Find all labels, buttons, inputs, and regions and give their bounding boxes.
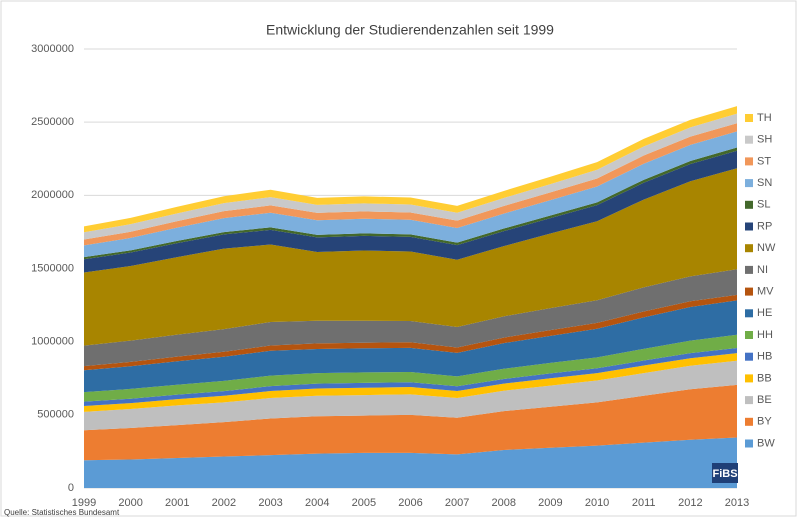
y-tick-label: 2500000 xyxy=(31,116,74,128)
legend-swatch xyxy=(745,179,753,188)
area xyxy=(84,353,737,412)
x-tick-label: 2006 xyxy=(398,497,422,509)
x-tick-label: 2010 xyxy=(585,497,609,509)
area xyxy=(84,147,737,260)
area xyxy=(84,294,737,371)
legend-label: HH xyxy=(757,329,773,341)
legend-label: NI xyxy=(757,264,768,276)
area xyxy=(84,150,737,273)
legend-swatch xyxy=(745,352,753,361)
legend-label: BB xyxy=(757,372,772,384)
legend-swatch xyxy=(745,244,753,253)
legend-label: SH xyxy=(757,134,772,146)
legend-swatch xyxy=(745,396,753,405)
x-tick-label: 2004 xyxy=(305,497,329,509)
legend-swatch xyxy=(745,222,753,231)
logo: FiBS xyxy=(712,468,737,480)
area xyxy=(84,106,737,233)
y-tick-label: 0 xyxy=(68,482,74,494)
legend-swatch xyxy=(745,287,753,296)
y-tick-label: 1500000 xyxy=(31,262,74,274)
area xyxy=(84,269,737,367)
x-tick-label: 2001 xyxy=(165,497,189,509)
legend-label: HE xyxy=(757,307,772,319)
legend-label: BW xyxy=(757,437,775,449)
x-tick-label: 2000 xyxy=(118,497,142,509)
y-tick-label: 2000000 xyxy=(31,189,74,201)
legend-swatch xyxy=(745,331,753,339)
logo-box xyxy=(712,463,738,483)
area xyxy=(84,123,737,246)
legend-swatch xyxy=(745,200,753,209)
area xyxy=(84,384,737,461)
area xyxy=(84,131,737,258)
x-tick-label: 2009 xyxy=(538,497,562,509)
legend-label: RP xyxy=(757,220,772,232)
legend-label: BY xyxy=(757,416,772,428)
legend-label: BE xyxy=(757,394,772,406)
x-tick-label: 2012 xyxy=(678,497,702,509)
legend-swatch xyxy=(745,309,753,318)
legend-label: TH xyxy=(757,112,772,124)
area xyxy=(84,360,737,431)
legend-swatch xyxy=(745,157,753,166)
x-tick-label: 2005 xyxy=(352,497,376,509)
x-tick-label: 2007 xyxy=(445,497,469,509)
legend-label: ST xyxy=(757,155,771,167)
x-tick-label: 2011 xyxy=(632,497,656,509)
y-tick-label: 1000000 xyxy=(31,336,74,348)
legend-label: SL xyxy=(757,199,770,211)
legend-swatch xyxy=(745,114,753,122)
x-tick-label: 2003 xyxy=(258,497,282,509)
x-tick-label: 2002 xyxy=(212,497,236,509)
legend-label: MV xyxy=(757,286,774,298)
y-tick-label: 500000 xyxy=(37,409,74,421)
area xyxy=(84,300,737,393)
legend-swatch xyxy=(745,439,753,448)
source: Quelle: Statistisches Bundesamt xyxy=(4,508,120,517)
x-tick-label: 2008 xyxy=(492,497,516,509)
chart-title: Entwicklung der Studierendenzahlen seit … xyxy=(266,22,554,38)
legend-label: HB xyxy=(757,351,772,363)
area xyxy=(84,347,737,407)
area xyxy=(84,113,737,240)
x-tick-label: 2013 xyxy=(725,497,749,509)
area xyxy=(84,437,737,488)
legend-label: SN xyxy=(757,177,772,189)
area xyxy=(84,168,737,346)
legend-label: NW xyxy=(757,242,776,254)
x-tick-label: 1999 xyxy=(72,497,96,509)
legend-swatch xyxy=(745,374,753,383)
legend-swatch xyxy=(745,265,753,274)
legend-swatch xyxy=(745,417,753,426)
y-tick-label: 3000000 xyxy=(31,43,74,55)
area xyxy=(84,334,737,402)
legend-swatch xyxy=(745,135,753,144)
